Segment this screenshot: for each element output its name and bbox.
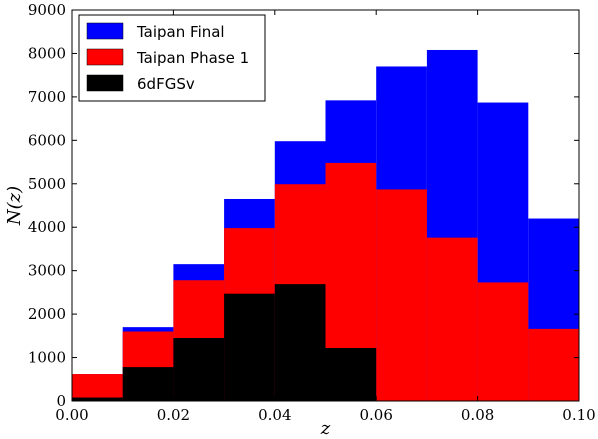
- y-axis-label: N(z): [4, 186, 25, 226]
- y-tick-label: 0: [56, 392, 66, 410]
- bar-6dfgsv-4: [274, 284, 326, 401]
- y-tick-label: 7000: [28, 88, 66, 106]
- y-tick-label: 8000: [28, 44, 66, 62]
- bar-6dfgsv-3: [224, 293, 275, 401]
- y-tick-label: 2000: [28, 305, 66, 323]
- histogram-bars: [72, 49, 579, 402]
- axis-tick-labels: 0.00 0.02 0.04 0.06 0.08 0.10 0 1000 2000 3000 400…: [28, 1, 596, 424]
- y-tick-label: 1000: [28, 349, 66, 367]
- legend-label: Taipan Final: [136, 23, 225, 41]
- y-tick-label: 9000: [28, 1, 66, 19]
- bar-taipan-phase-1-7: [426, 237, 478, 401]
- bar-taipan-phase-1-6: [376, 189, 427, 401]
- legend-label: 6dFGSv: [137, 75, 195, 93]
- x-tick-label: 0.02: [157, 406, 190, 424]
- x-tick-label: 0.04: [258, 406, 291, 424]
- x-axis-label: z: [320, 418, 331, 439]
- bar-6dfgsv-5: [325, 347, 377, 401]
- plot-frame: [71, 9, 580, 402]
- x-tick-label: 0.00: [55, 406, 88, 424]
- legend-swatch: [86, 48, 124, 66]
- y-tick-label: 4000: [28, 218, 66, 236]
- bar-taipan-phase-1-8: [477, 282, 529, 401]
- bar-6dfgsv-2: [173, 338, 225, 401]
- y-tick-label: 5000: [28, 175, 66, 193]
- bar-6dfgsv-0: [72, 397, 123, 401]
- y-tick-label: 3000: [28, 262, 66, 280]
- bar-6dfgsv-1: [122, 367, 174, 401]
- x-tick-label: 0.10: [562, 406, 595, 424]
- x-tick-label: 0.06: [359, 406, 392, 424]
- legend-swatch: [86, 74, 124, 92]
- axis-ticks: [71, 9, 580, 402]
- x-tick-label: 0.08: [461, 406, 494, 424]
- legend-swatch: [86, 22, 124, 40]
- legend: Taipan Final Taipan Phase 1 6dFGSv: [78, 14, 266, 102]
- bar-taipan-phase-1-9: [528, 328, 579, 401]
- bar-taipan-phase-1-0: [72, 374, 123, 401]
- y-tick-label: 6000: [28, 131, 66, 149]
- legend-label: Taipan Phase 1: [136, 49, 249, 67]
